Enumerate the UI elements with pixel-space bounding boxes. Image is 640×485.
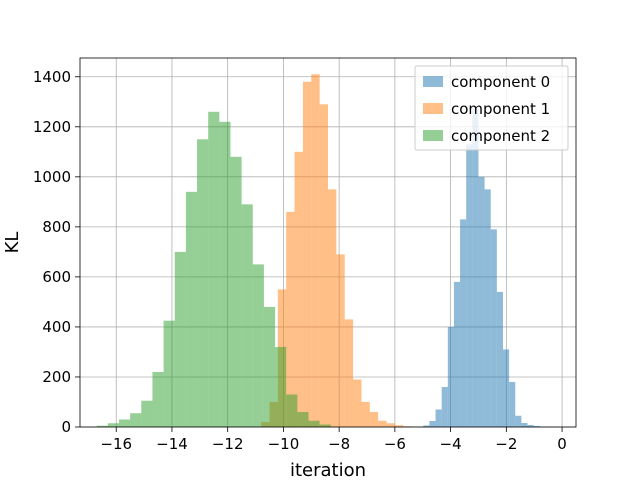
legend-swatch <box>423 130 443 141</box>
x-axis-label: iteration <box>290 460 366 480</box>
histogram-bar <box>219 122 230 427</box>
histogram-bar <box>491 229 497 427</box>
histogram-bar <box>345 319 353 427</box>
histogram-bar <box>242 204 253 427</box>
histogram-bar <box>436 409 442 427</box>
x-tick-label: 0 <box>557 435 567 453</box>
x-tick-label: −8 <box>328 435 350 453</box>
histogram-bar <box>328 189 336 427</box>
histogram-bar <box>141 401 152 427</box>
y-tick-label: 600 <box>42 268 71 286</box>
histogram-bar <box>353 379 361 427</box>
histogram-bar <box>119 419 130 427</box>
histogram-bar <box>336 254 344 427</box>
histogram-bar <box>286 394 297 427</box>
y-tick-label: 0 <box>61 418 71 436</box>
histogram-bar <box>460 219 466 427</box>
histogram-bar <box>197 139 208 427</box>
histogram-bar <box>275 347 286 427</box>
x-tick-label: −16 <box>100 435 132 453</box>
histogram-bar <box>295 152 303 427</box>
y-tick-label: 200 <box>42 368 71 386</box>
x-tick-label: −2 <box>495 435 517 453</box>
histogram-bar <box>485 189 491 427</box>
histogram-bar <box>503 349 509 427</box>
histogram-bar <box>521 423 527 427</box>
histogram-bar <box>387 423 395 427</box>
histogram-bar <box>320 104 328 427</box>
legend-swatch <box>423 76 443 87</box>
histogram-bar <box>175 252 186 427</box>
histogram-bar <box>466 144 472 427</box>
x-tick-label: −10 <box>268 435 300 453</box>
x-tick-label: −14 <box>156 435 188 453</box>
histogram-bar <box>308 421 319 427</box>
histogram-bar <box>515 416 521 427</box>
legend-entry-label: component 1 <box>451 100 550 118</box>
histogram-bar <box>297 412 308 427</box>
legend-entry-label: component 2 <box>451 127 550 145</box>
histogram-bar <box>108 423 119 427</box>
histogram-bar <box>429 421 435 427</box>
histogram-bar <box>303 82 311 427</box>
histogram-bar <box>130 413 141 427</box>
histogram-bar <box>509 382 515 427</box>
histogram-bar <box>311 74 319 427</box>
histogram-bar <box>370 412 378 427</box>
y-tick-label: 800 <box>42 218 71 236</box>
histogram-bar <box>264 307 275 427</box>
histogram-bar <box>186 192 197 427</box>
legend-swatch <box>423 103 443 114</box>
legend-entry-label: component 0 <box>451 73 550 91</box>
histogram-bar <box>378 421 386 427</box>
histogram-bar <box>164 321 175 427</box>
y-tick-label: 1200 <box>33 118 71 136</box>
y-tick-label: 400 <box>42 318 71 336</box>
histogram-bar <box>230 157 241 427</box>
histogram-bar <box>152 372 163 427</box>
histogram-bar <box>442 387 448 427</box>
y-axis-label: KL <box>2 232 23 254</box>
y-tick-label: 1400 <box>33 68 71 86</box>
x-tick-label: −4 <box>440 435 462 453</box>
x-tick-label: −12 <box>212 435 244 453</box>
legend: component 0 component 1 component 2 <box>415 66 568 150</box>
histogram-bar <box>361 402 369 427</box>
histogram-bar <box>454 282 460 427</box>
series-component-0 <box>417 109 558 427</box>
histogram-bar <box>208 112 219 427</box>
histogram-bar <box>478 177 484 427</box>
histogram-bar <box>497 292 503 427</box>
y-tick-label: 1000 <box>33 168 71 186</box>
histogram-bar <box>448 327 454 427</box>
x-tick-label: −6 <box>384 435 406 453</box>
histogram-bar <box>472 109 478 427</box>
histogram-bar <box>253 264 264 427</box>
